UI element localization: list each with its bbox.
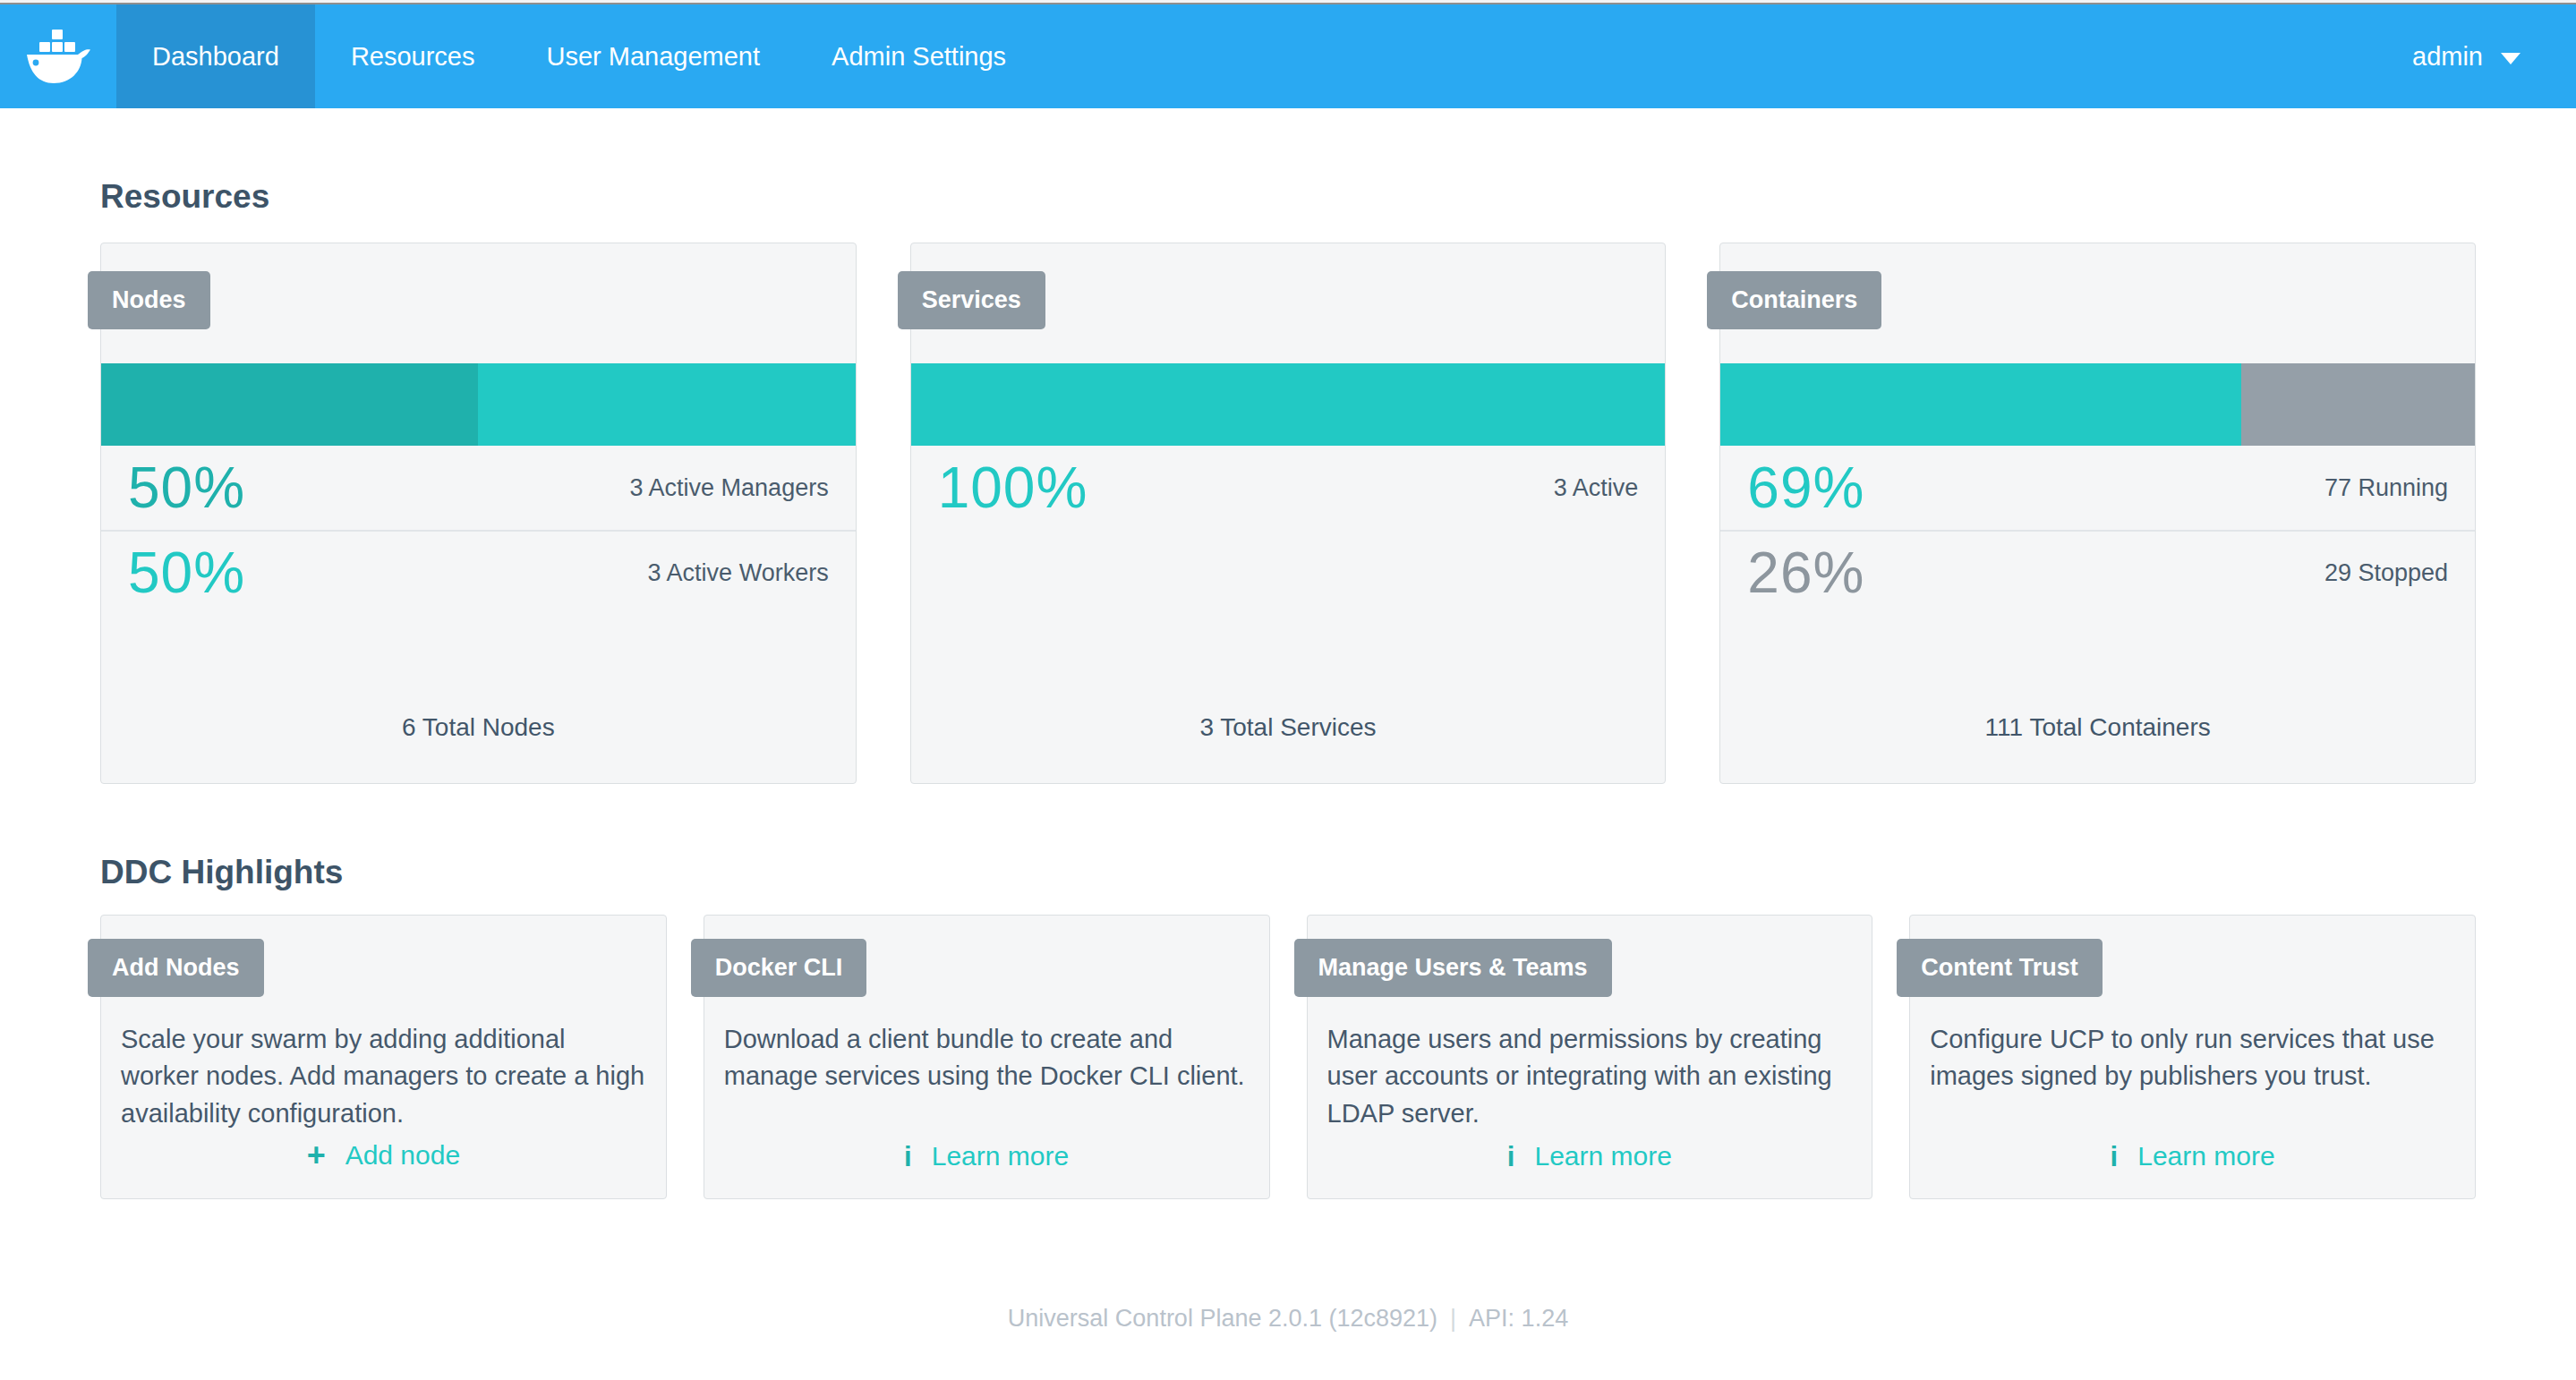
content-trust-description: Configure UCP to only run services that …	[1930, 1021, 2455, 1095]
highlight-card-add-nodes: Add Nodes Scale your swarm by adding add…	[100, 915, 667, 1199]
running-percent: 69%	[1747, 455, 1864, 521]
docker-cli-description: Download a client bundle to create and m…	[724, 1021, 1250, 1095]
api-version-text: API: 1.24	[1469, 1305, 1568, 1332]
stat-row-active-services: 100% 3 Active	[911, 446, 1666, 530]
info-icon: i	[904, 1143, 912, 1171]
top-nav: Dashboard Resources User Management Admi…	[0, 4, 2576, 108]
learn-more-link-label: Learn more	[1534, 1141, 1671, 1171]
nodes-card: Nodes 50% 3 Active Managers 50% 3 Active…	[100, 243, 857, 784]
stat-row-managers: 50% 3 Active Managers	[101, 446, 856, 530]
containers-card-label: Containers	[1707, 271, 1881, 329]
manage-users-label: Manage Users & Teams	[1294, 939, 1612, 997]
containers-card: Containers 69% 77 Running 26% 29 Stopped…	[1719, 243, 2476, 784]
bar-segment-managers	[101, 363, 478, 446]
content-trust-label: Content Trust	[1897, 939, 2103, 997]
nodes-total: 6 Total Nodes	[101, 713, 856, 783]
resources-grid: Nodes 50% 3 Active Managers 50% 3 Active…	[100, 243, 2476, 784]
docker-cli-label: Docker CLI	[691, 939, 867, 997]
bar-segment-workers	[478, 363, 855, 446]
chevron-down-icon	[2501, 53, 2521, 64]
user-name: admin	[2412, 42, 2483, 72]
bar-segment-stopped	[2241, 363, 2475, 446]
services-usage-bar	[911, 363, 1666, 446]
managers-count-label: 3 Active Managers	[630, 474, 829, 502]
services-total: 3 Total Services	[911, 713, 1666, 783]
user-menu[interactable]: admin	[2357, 4, 2576, 108]
stopped-count-label: 29 Stopped	[2324, 559, 2448, 587]
workers-count-label: 3 Active Workers	[648, 559, 829, 587]
add-nodes-label: Add Nodes	[88, 939, 264, 997]
tab-dashboard[interactable]: Dashboard	[116, 4, 315, 108]
tab-user-management[interactable]: User Management	[511, 4, 797, 108]
nodes-usage-bar	[101, 363, 856, 446]
services-card-label: Services	[898, 271, 1045, 329]
learn-more-link-label: Learn more	[2137, 1141, 2274, 1171]
content-trust-learn-more-link[interactable]: i Learn more	[2111, 1141, 2275, 1171]
highlights-grid: Add Nodes Scale your swarm by adding add…	[100, 915, 2476, 1199]
tab-resources[interactable]: Resources	[315, 4, 511, 108]
services-card: Services 100% 3 Active 3 Total Services	[910, 243, 1667, 784]
info-icon: i	[1507, 1143, 1515, 1171]
running-count-label: 77 Running	[2324, 474, 2448, 502]
learn-more-link-label: Learn more	[932, 1141, 1069, 1171]
bar-segment-running	[1720, 363, 2240, 446]
services-count-label: 3 Active	[1554, 474, 1639, 502]
manage-users-description: Manage users and permissions by creating…	[1327, 1021, 1853, 1132]
docker-cli-learn-more-link[interactable]: i Learn more	[904, 1141, 1069, 1171]
highlight-card-manage-users: Manage Users & Teams Manage users and pe…	[1307, 915, 1873, 1199]
nodes-card-label: Nodes	[88, 271, 210, 329]
resources-heading: Resources	[100, 178, 2476, 216]
stat-row-running: 69% 77 Running	[1720, 446, 2475, 530]
dashboard-content: Resources Nodes 50% 3 Active Managers 50…	[0, 178, 2576, 1333]
tab-admin-settings[interactable]: Admin Settings	[796, 4, 1042, 108]
manage-users-learn-more-link[interactable]: i Learn more	[1507, 1141, 1672, 1171]
highlight-card-content-trust: Content Trust Configure UCP to only run …	[1909, 915, 2476, 1199]
workers-percent: 50%	[128, 540, 245, 606]
add-node-link-label: Add node	[345, 1140, 460, 1171]
managers-percent: 50%	[128, 455, 245, 521]
version-footer: Universal Control Plane 2.0.1 (12c8921)|…	[100, 1305, 2476, 1333]
ddc-highlights-heading: DDC Highlights	[100, 854, 2476, 891]
stat-row-stopped: 26% 29 Stopped	[1720, 530, 2475, 614]
containers-total: 111 Total Containers	[1720, 713, 2475, 783]
add-nodes-description: Scale your swarm by adding additional wo…	[121, 1021, 646, 1132]
services-percent: 100%	[938, 455, 1088, 521]
docker-logo[interactable]	[0, 4, 116, 108]
footer-separator: |	[1437, 1305, 1469, 1332]
nav-tabs: Dashboard Resources User Management Admi…	[116, 4, 1042, 108]
stopped-percent: 26%	[1747, 540, 1864, 606]
info-icon: i	[2111, 1143, 2119, 1171]
highlight-card-docker-cli: Docker CLI Download a client bundle to c…	[704, 915, 1270, 1199]
plus-icon: +	[307, 1139, 326, 1171]
ucp-version-text: Universal Control Plane 2.0.1 (12c8921)	[1008, 1305, 1437, 1332]
bar-segment-active	[911, 363, 1666, 446]
containers-usage-bar	[1720, 363, 2475, 446]
stat-row-workers: 50% 3 Active Workers	[101, 530, 856, 614]
add-node-link[interactable]: + Add node	[307, 1139, 460, 1171]
docker-whale-icon	[24, 29, 92, 84]
